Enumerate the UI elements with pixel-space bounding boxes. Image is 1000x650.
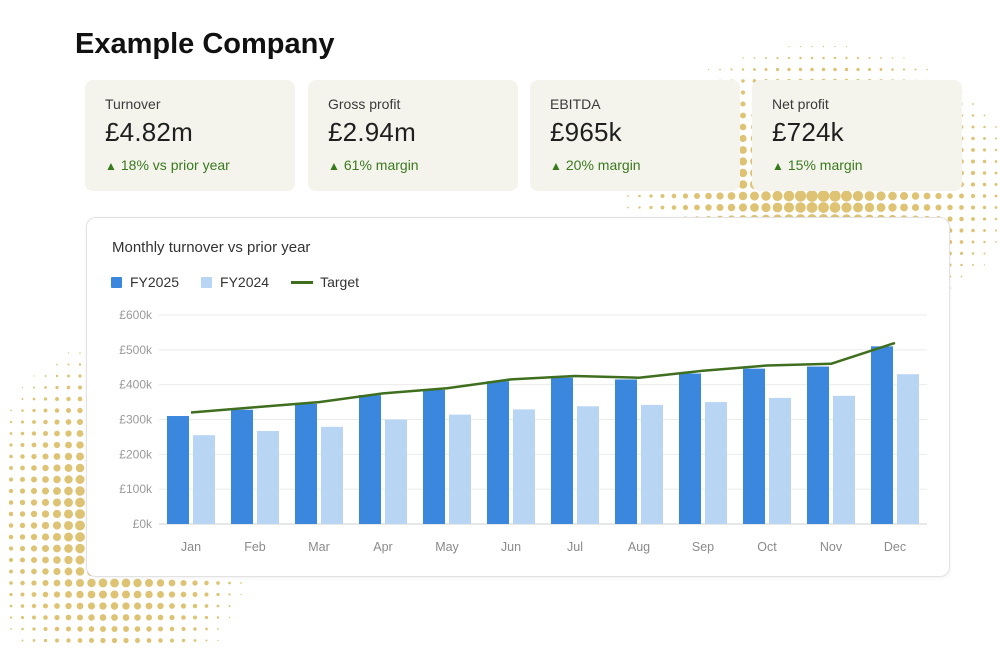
legend-swatch-fy2024 xyxy=(201,276,213,288)
legend-item-fy2025[interactable]: FY2025 xyxy=(111,274,179,290)
bar-fy2025[interactable] xyxy=(295,403,317,524)
kpi-label: EBITDA xyxy=(550,96,601,112)
monthly-turnover-chart-card: £0k £100k £200k £300k £400k £500k £600k Jan Feb M… xyxy=(86,217,950,577)
page-title: Example Company xyxy=(75,28,335,60)
kpi-delta-text: 18% vs prior year xyxy=(120,157,230,173)
triangle-up-icon: ▲ xyxy=(328,159,340,173)
bar-fy2025[interactable] xyxy=(551,377,573,524)
x-tick-label: Jan xyxy=(181,540,201,554)
chart-title: Monthly turnover vs prior year xyxy=(112,239,311,256)
kpi-delta-text: 61% margin xyxy=(343,157,419,173)
x-tick-label: Dec xyxy=(884,540,906,554)
bar-fy2024[interactable] xyxy=(577,406,599,524)
chart-plot: £0k £100k £200k £300k £400k £500k £600k Jan Feb M… xyxy=(119,308,927,554)
bar-fy2024[interactable] xyxy=(449,414,471,524)
x-tick-label: Jul xyxy=(567,540,583,554)
kpi-delta: ▲ 61% margin xyxy=(328,157,518,173)
target-line[interactable] xyxy=(190,341,896,414)
bar-fy2024[interactable] xyxy=(385,419,407,525)
bar-fy2024[interactable] xyxy=(513,409,535,524)
x-tick-label: Sep xyxy=(692,540,714,554)
kpi-delta-text: 20% margin xyxy=(565,157,641,173)
triangle-up-icon: ▲ xyxy=(772,159,784,173)
kpi-value: £4.82m xyxy=(105,117,193,147)
bar-fy2025[interactable] xyxy=(167,416,189,524)
bar-fy2025[interactable] xyxy=(487,381,509,524)
chart-legend: FY2025 FY2024 Target xyxy=(111,274,381,290)
kpi-card-turnover: Turnover £4.82m ▲ 18% vs prior year xyxy=(85,80,295,191)
kpi-label: Net profit xyxy=(772,96,829,112)
kpi-label: Gross profit xyxy=(328,96,401,112)
kpi-label: Turnover xyxy=(105,96,161,112)
bar-fy2025[interactable] xyxy=(359,395,381,524)
kpi-value: £965k xyxy=(550,117,622,147)
triangle-up-icon: ▲ xyxy=(550,159,562,173)
y-tick-label: £100k xyxy=(119,482,153,496)
triangle-up-icon: ▲ xyxy=(105,159,117,173)
bar-fy2025[interactable] xyxy=(743,368,765,524)
kpi-card-net-profit: Net profit £724k ▲ 15% margin xyxy=(752,80,962,191)
legend-label: Target xyxy=(320,274,360,290)
y-tick-label: £500k xyxy=(119,343,153,357)
y-tick-label: £600k xyxy=(119,308,153,322)
bar-fy2024[interactable] xyxy=(321,426,343,524)
legend-label: FY2024 xyxy=(220,274,270,290)
bar-fy2024[interactable] xyxy=(769,397,791,524)
y-tick-label: £300k xyxy=(119,413,153,427)
bar-fy2025[interactable] xyxy=(231,409,253,524)
bar-fy2025[interactable] xyxy=(679,373,701,524)
kpi-value: £724k xyxy=(772,117,844,147)
bar-fy2024[interactable] xyxy=(705,402,727,524)
legend-swatch-target xyxy=(291,280,314,284)
legend-item-target[interactable]: Target xyxy=(291,274,359,290)
x-tick-label: Mar xyxy=(308,540,330,554)
bar-fy2024[interactable] xyxy=(641,404,663,524)
legend-item-fy2024[interactable]: FY2024 xyxy=(201,274,269,290)
bar-fy2024[interactable] xyxy=(833,395,855,524)
x-tick-label: Aug xyxy=(628,540,650,554)
kpi-delta: ▲ 15% margin xyxy=(772,157,962,173)
x-tick-label: Jun xyxy=(501,540,521,554)
x-tick-label: May xyxy=(435,540,459,554)
x-tick-label: Apr xyxy=(373,540,392,554)
kpi-value: £2.94m xyxy=(328,117,416,147)
x-tick-label: Feb xyxy=(244,540,266,554)
x-tick-label: Oct xyxy=(757,540,777,554)
kpi-card-ebitda: EBITDA £965k ▲ 20% margin xyxy=(530,80,740,191)
x-tick-label: Nov xyxy=(820,540,843,554)
kpi-delta: ▲ 20% margin xyxy=(550,157,740,173)
y-tick-label: £400k xyxy=(119,378,153,392)
bar-fy2025[interactable] xyxy=(615,379,637,524)
bar-fy2024[interactable] xyxy=(897,374,919,524)
kpi-delta: ▲ 18% vs prior year xyxy=(105,157,295,173)
kpi-delta-text: 15% margin xyxy=(787,157,863,173)
bar-fy2024[interactable] xyxy=(193,435,215,524)
y-tick-label: £0k xyxy=(133,517,153,531)
legend-swatch-fy2025 xyxy=(111,276,122,288)
bar-fy2024[interactable] xyxy=(257,430,279,524)
bar-fy2025[interactable] xyxy=(807,366,829,524)
legend-label: FY2025 xyxy=(130,274,180,290)
bar-fy2025[interactable] xyxy=(871,346,893,524)
y-tick-label: £200k xyxy=(119,447,153,461)
kpi-card-gross-profit: Gross profit £2.94m ▲ 61% margin xyxy=(308,80,518,191)
bar-fy2025[interactable] xyxy=(423,389,445,524)
